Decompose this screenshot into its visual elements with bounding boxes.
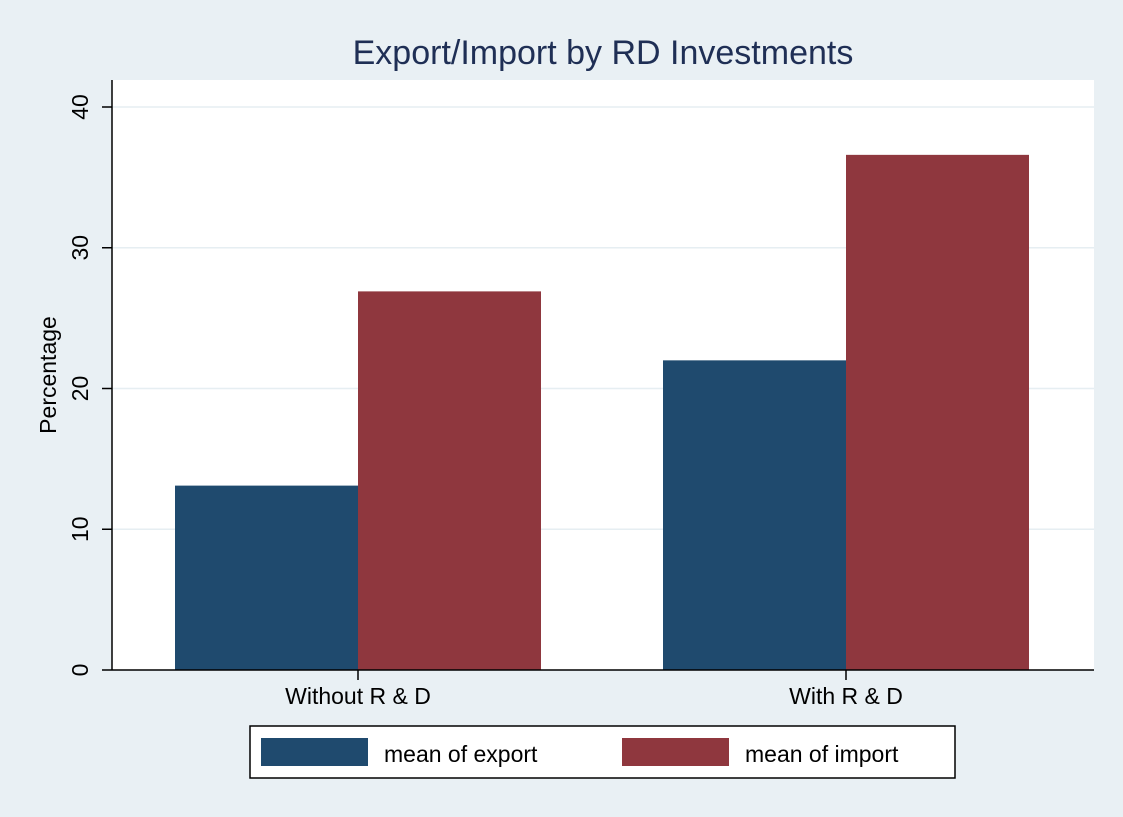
legend-label: mean of export: [384, 741, 538, 767]
x-tick-label: Without R & D: [285, 683, 431, 709]
y-tick-label: 20: [67, 376, 93, 402]
x-tick-label: With R & D: [789, 683, 903, 709]
chart-title: Export/Import by RD Investments: [353, 34, 854, 72]
legend-label: mean of import: [745, 741, 899, 767]
y-tick-label: 0: [67, 664, 93, 677]
legend: mean of export mean of import: [249, 725, 956, 779]
bar-mean-of-import-1: [846, 154, 1029, 671]
legend-swatch: [261, 738, 368, 766]
y-tick-label: 10: [67, 516, 93, 542]
legend-items: mean of export mean of import: [261, 738, 899, 767]
bar-mean-of-import-0: [358, 291, 541, 670]
legend-swatch: [622, 738, 729, 766]
bars: [175, 154, 1029, 671]
y-ticks: 0 10 20 30 40: [67, 94, 112, 676]
y-tick-label: 40: [67, 94, 93, 120]
y-axis-label: Percentage: [35, 316, 61, 434]
bar-mean-of-export-1: [663, 360, 846, 670]
x-ticks: Without R & D With R & D: [285, 670, 903, 709]
bar-mean-of-export-0: [175, 485, 358, 670]
y-tick-label: 30: [67, 235, 93, 261]
